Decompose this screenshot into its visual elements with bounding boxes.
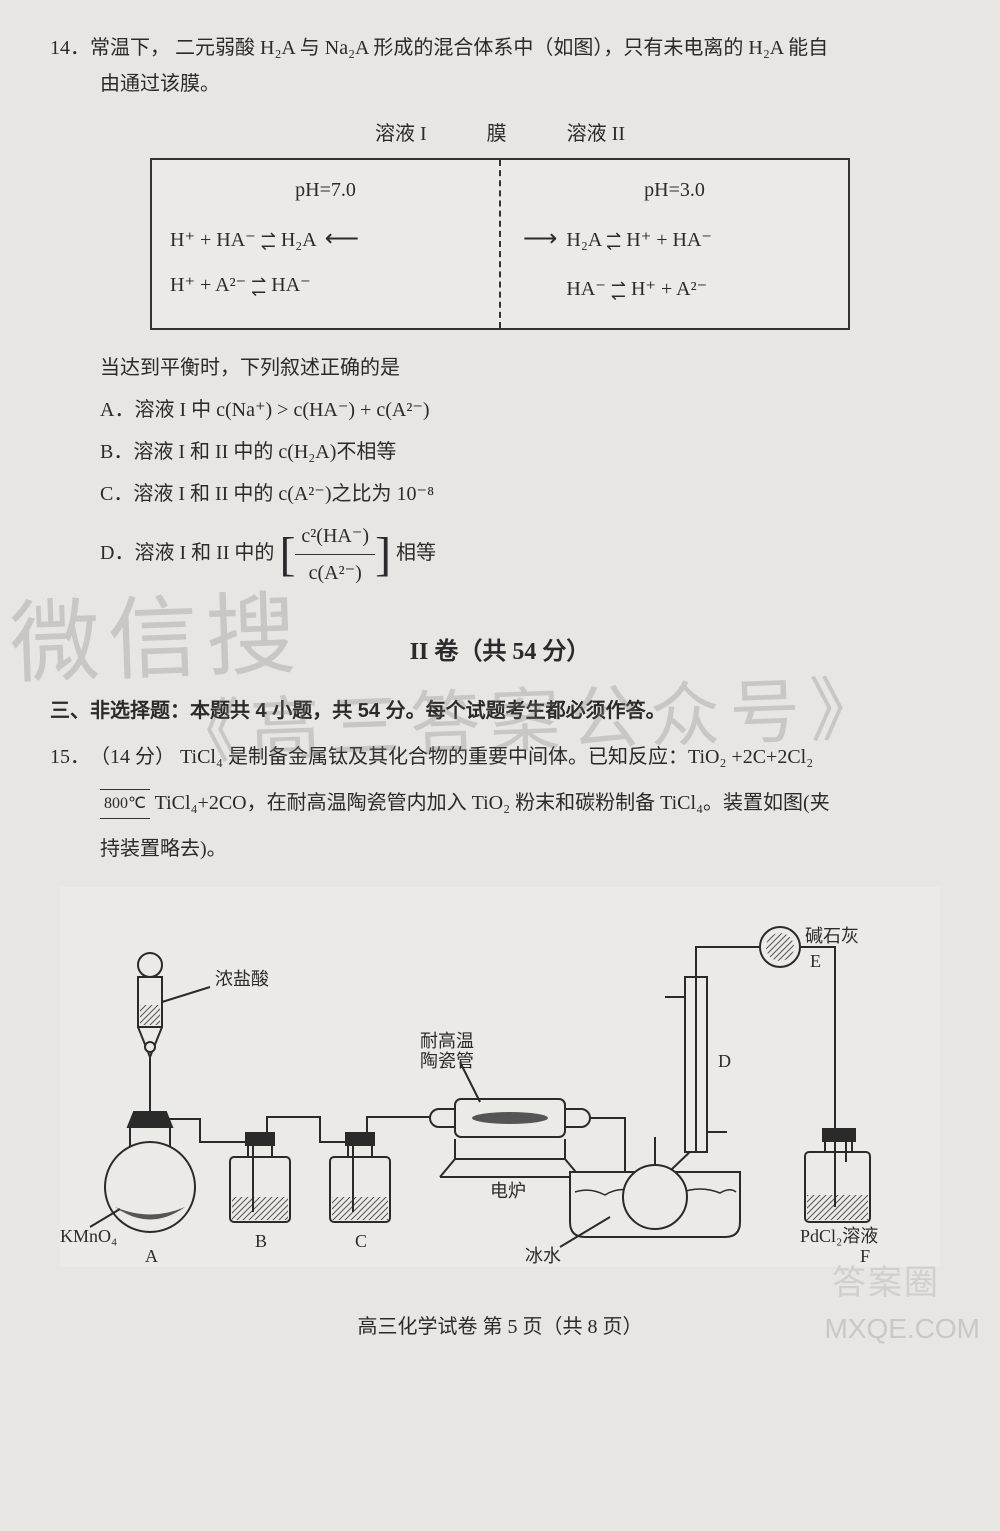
label-solution-1: 溶液 I <box>375 116 427 152</box>
label-soda: 碱石灰 <box>805 926 859 946</box>
fraction-bracket: [ c²(HA⁻) c(A²⁻) ] <box>279 518 391 591</box>
q14-stem-line1: 常温下， 二元弱酸 H₂A 与 Na₂A 形成的混合体系中（如图），只有未电离的… <box>90 37 828 59</box>
question-15: 15．（14 分） TiCl₄ 是制备金属钛及其化合物的重要中间体。已知反应：T… <box>50 739 950 867</box>
eq-left-1: H⁺ + HA⁻ ⇀↽ H₂A ⟵ <box>170 218 481 261</box>
label-ceramic2: 陶瓷管 <box>420 1051 474 1071</box>
transfer-arrow-icon: ⟶ <box>519 226 561 252</box>
eq-right-2: ⟶ HA⁻ ⇀↽ H⁺ + A²⁻ <box>519 267 830 310</box>
label-b: B <box>255 1231 267 1251</box>
membrane-diagram: pH=7.0 H⁺ + HA⁻ ⇀↽ H₂A ⟵ H⁺ + A²⁻ ⇀↽ HA⁻… <box>150 158 850 330</box>
q14-number: 14． <box>50 30 90 66</box>
equilibrium-arrows-icon: ⇀↽ <box>261 231 276 253</box>
label-membrane: 膜 <box>487 116 507 152</box>
section-2-heading: 三、非选择题：本题共 4 小题，共 54 分。每个试题考生都必须作答。 <box>50 693 950 729</box>
q15-line1: （14 分） TiCl₄ 是制备金属钛及其化合物的重要中间体。已知反应：TiO₂… <box>90 746 813 768</box>
option-d: D．溶液 I 和 II 中的 [ c²(HA⁻) c(A²⁻) ] 相等 <box>50 518 950 591</box>
equilibrium-arrows-icon: ⇀↽ <box>606 231 621 253</box>
option-c: C．溶液 I 和 II 中的 c(A²⁻)之比为 10⁻⁸ <box>50 476 950 512</box>
page-footer: 高三化学试卷 第 5 页（共 8 页） <box>50 1309 950 1345</box>
label-e: E <box>810 951 821 971</box>
label-solution-2: 溶液 II <box>567 116 625 152</box>
ph-left: pH=7.0 <box>170 172 481 208</box>
label-ceramic1: 耐高温 <box>420 1031 474 1051</box>
label-a: A <box>145 1246 158 1266</box>
equilibrium-arrows-icon: ⇀↽ <box>611 280 626 302</box>
q14-stem-line2: 由通过该膜。 <box>50 66 950 102</box>
membrane-left: pH=7.0 H⁺ + HA⁻ ⇀↽ H₂A ⟵ H⁺ + A²⁻ ⇀↽ HA⁻ <box>152 160 501 328</box>
reaction-condition: 800℃ <box>100 789 150 820</box>
apparatus-diagram: 浓盐酸 KMnO₄ 耐高温 陶瓷管 电炉 冰水 碱石灰 PdCl₂溶液 A B … <box>50 887 950 1279</box>
eq-right-1: ⟶ H₂A ⇀↽ H⁺ + HA⁻ <box>519 218 830 261</box>
section-2-title: II 卷（共 54 分） <box>50 631 950 674</box>
label-furnace: 电炉 <box>490 1181 526 1201</box>
option-b: B．溶液 I 和 II 中的 c(H₂A)不相等 <box>50 434 950 470</box>
option-a: A．溶液 I 中 c(Na⁺) > c(HA⁻) + c(A²⁻) <box>50 392 950 428</box>
membrane-right: pH=3.0 ⟶ H₂A ⇀↽ H⁺ + HA⁻ ⟶ HA⁻ ⇀↽ H⁺ + A… <box>501 160 848 328</box>
transfer-arrow-icon: ⟵ <box>321 226 363 252</box>
ph-right: pH=3.0 <box>519 172 830 208</box>
label-d: D <box>718 1051 731 1071</box>
label-kmno4: KMnO₄ <box>60 1226 117 1246</box>
label-pdcl: PdCl₂溶液 <box>800 1226 878 1246</box>
label-ice: 冰水 <box>525 1246 561 1266</box>
label-hcl: 浓盐酸 <box>215 969 269 989</box>
label-f: F <box>860 1246 870 1266</box>
q15-line3: 持装置略去)。 <box>50 831 950 867</box>
q15-line2: 800℃ TiCl₄+2CO，在耐高温陶瓷管内加入 TiO₂ 粉末和碳粉制备 T… <box>50 785 950 821</box>
equilibrium-arrows-icon: ⇀↽ <box>251 276 266 298</box>
membrane-labels: 溶液 I 膜 溶液 II <box>50 116 950 152</box>
q15-number: 15． <box>50 739 90 775</box>
label-c: C <box>355 1231 367 1251</box>
q14-prompt: 当达到平衡时，下列叙述正确的是 <box>50 350 950 386</box>
eq-left-2: H⁺ + A²⁻ ⇀↽ HA⁻ <box>170 267 481 303</box>
question-14: 14．常温下， 二元弱酸 H₂A 与 Na₂A 形成的混合体系中（如图），只有未… <box>50 30 950 591</box>
